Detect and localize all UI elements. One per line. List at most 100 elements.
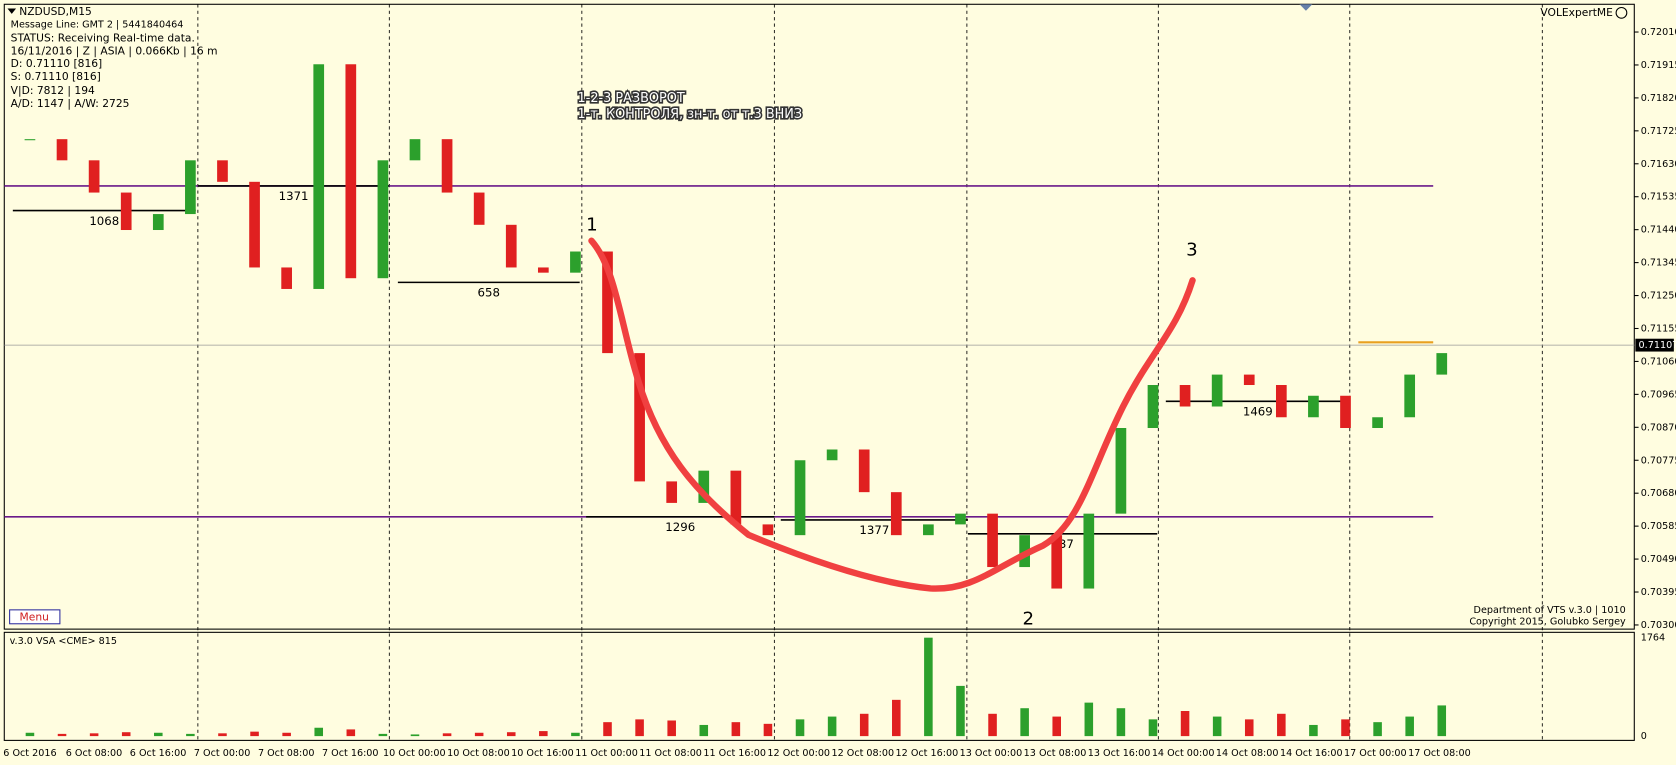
volume-bar bbox=[603, 722, 612, 737]
candle bbox=[313, 64, 325, 289]
volume-level-label: 1377 bbox=[859, 523, 889, 537]
x-tick-label: 13 Oct 00:00 bbox=[960, 748, 1023, 759]
volume-bar bbox=[859, 713, 869, 737]
x-tick-label: 13 Oct 16:00 bbox=[1088, 748, 1151, 759]
annotation: 1-2-3 РАЗВОРОТ bbox=[578, 91, 685, 106]
candle bbox=[1308, 395, 1319, 418]
volume-bar bbox=[699, 724, 709, 737]
current-price-box bbox=[1635, 338, 1674, 352]
volume-bar bbox=[988, 713, 997, 737]
volume-bar bbox=[378, 733, 388, 737]
candle bbox=[1051, 535, 1063, 589]
volume-bar bbox=[121, 732, 131, 737]
candle bbox=[634, 353, 645, 482]
candle bbox=[890, 492, 902, 536]
menu-arrow bbox=[7, 8, 17, 14]
candle bbox=[1243, 374, 1255, 386]
x-tick-label: 11 Oct 00:00 bbox=[575, 748, 638, 759]
x-tick-label: 6 Oct 16:00 bbox=[130, 748, 187, 759]
volume-bar bbox=[1341, 719, 1350, 737]
candle bbox=[570, 251, 581, 273]
volume-bar bbox=[154, 732, 163, 737]
candle bbox=[602, 251, 613, 354]
volume-bar bbox=[956, 685, 965, 737]
candle bbox=[345, 64, 357, 279]
volume-bar bbox=[1277, 713, 1286, 737]
symbol: NZDUSD,M15 bbox=[19, 5, 92, 18]
volume-level-label: 1068 bbox=[89, 214, 119, 228]
volume-bar bbox=[442, 733, 452, 737]
candle bbox=[1115, 428, 1127, 514]
candle bbox=[281, 267, 292, 289]
candle bbox=[217, 160, 228, 182]
volume-level-label: 658 bbox=[478, 286, 500, 300]
x-tick-label: 14 Oct 16:00 bbox=[1280, 748, 1343, 759]
volume-bar bbox=[1212, 716, 1222, 737]
x-tick-label: 17 Oct 00:00 bbox=[1344, 748, 1407, 759]
candle bbox=[666, 481, 678, 503]
candle bbox=[537, 267, 549, 273]
menu-button[interactable] bbox=[9, 609, 61, 625]
x-tick-label: 7 Oct 16:00 bbox=[322, 748, 379, 759]
menu-label[interactable]: Menu bbox=[20, 610, 49, 623]
y-tick-label: 0.71155 bbox=[1641, 323, 1676, 334]
candle bbox=[1436, 353, 1448, 375]
candle bbox=[441, 139, 453, 193]
volume-bar bbox=[1052, 716, 1062, 737]
volume-bar bbox=[25, 732, 35, 737]
candle bbox=[1404, 374, 1416, 418]
x-tick-label: 7 Oct 00:00 bbox=[194, 748, 251, 759]
candle bbox=[56, 139, 68, 161]
candle bbox=[473, 192, 485, 225]
candle bbox=[377, 160, 389, 279]
volume-level-label: 1371 bbox=[279, 189, 309, 203]
annotation: 1-т. КОНТРОЛЯ, зн-т. от т.3 ВНИЗ bbox=[578, 107, 803, 122]
volume-title: v.3.0 VSA <CME> 815 bbox=[10, 636, 117, 647]
info-line: V|D: 7812 | 194 bbox=[11, 84, 95, 97]
volume-bar bbox=[89, 733, 99, 737]
y-tick-label: 0.70965 bbox=[1641, 389, 1676, 400]
volume-bar bbox=[346, 729, 356, 737]
volume-bar bbox=[731, 722, 741, 737]
info-line: D: 0.71110 [816] bbox=[11, 57, 103, 70]
point-label: 1 bbox=[586, 215, 598, 236]
volume-bar bbox=[1148, 719, 1158, 737]
x-tick-label: 11 Oct 08:00 bbox=[639, 748, 702, 759]
x-tick-label: 17 Oct 08:00 bbox=[1408, 748, 1471, 759]
volume-bar bbox=[571, 732, 580, 737]
candle bbox=[858, 449, 870, 493]
y-tick-label: 0.71915 bbox=[1641, 60, 1676, 71]
x-tick-label: 10 Oct 00:00 bbox=[383, 748, 446, 759]
volume-bar bbox=[1309, 724, 1318, 737]
candle bbox=[762, 524, 774, 536]
volume-bar bbox=[57, 733, 67, 737]
volume-tick-label: 0 bbox=[1641, 731, 1647, 742]
info-line: A/D: 1147 | A/W: 2725 bbox=[11, 97, 130, 110]
main-frame bbox=[3, 3, 1635, 630]
x-tick-label: 13 Oct 08:00 bbox=[1024, 748, 1087, 759]
volume-level-label: 1469 bbox=[1243, 405, 1273, 419]
y-tick-label: 0.70775 bbox=[1641, 455, 1676, 466]
separators bbox=[197, 4, 1543, 741]
candle bbox=[826, 449, 838, 461]
candle bbox=[1340, 395, 1351, 429]
candle bbox=[1083, 513, 1095, 589]
candle bbox=[1147, 385, 1159, 429]
volume-bar bbox=[1084, 702, 1094, 737]
candle bbox=[794, 460, 806, 536]
candle bbox=[987, 513, 998, 568]
x-tick-label: 12 Oct 16:00 bbox=[896, 748, 959, 759]
current-price-label: 0.71107 bbox=[1639, 340, 1676, 351]
x-tick-label: 6 Oct 08:00 bbox=[66, 748, 123, 759]
volume-bar bbox=[186, 733, 195, 737]
x-tick-label: 10 Oct 16:00 bbox=[511, 748, 574, 759]
y-tick-label: 0.71345 bbox=[1641, 258, 1676, 269]
